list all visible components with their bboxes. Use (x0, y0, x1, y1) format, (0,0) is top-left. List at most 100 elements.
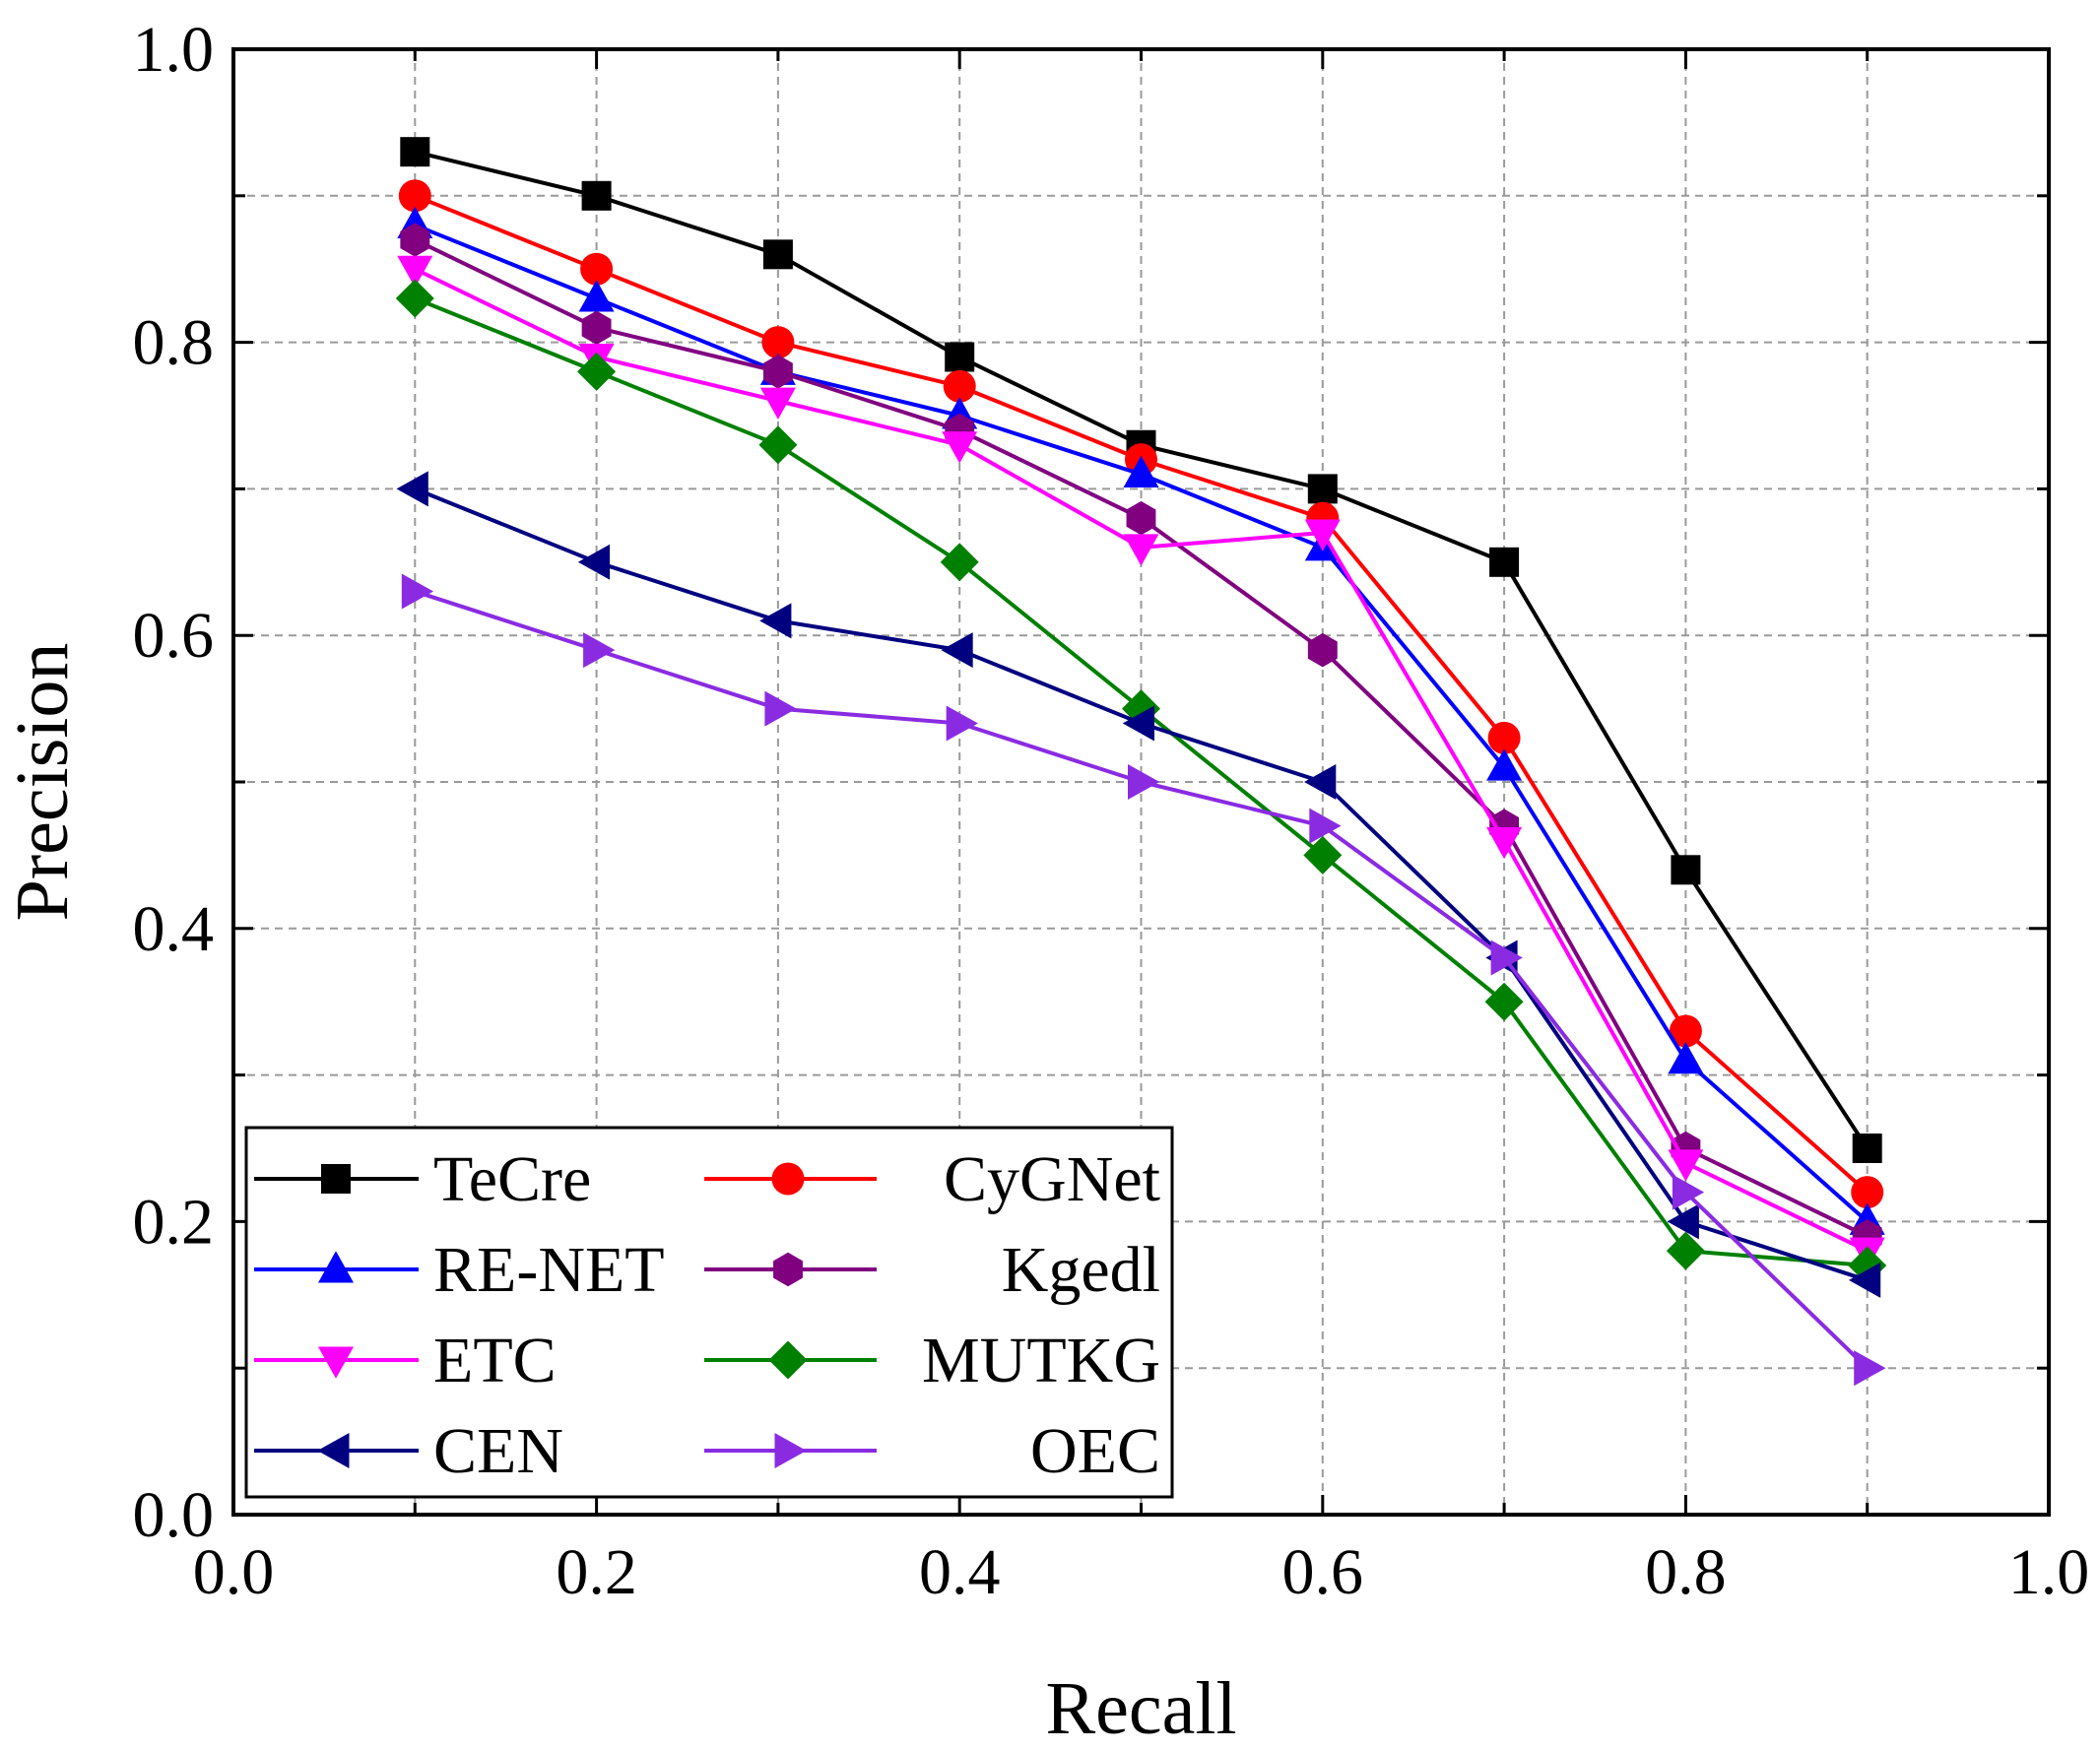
y-tick-label: 1.0 (133, 14, 215, 86)
series-oec (401, 573, 1886, 1387)
data-point-cygnet (1669, 1014, 1702, 1048)
data-point-cygnet (943, 369, 976, 403)
data-point-cygnet (580, 252, 614, 286)
data-point-tecre (1307, 474, 1338, 504)
y-tick-label: 0.6 (133, 600, 215, 672)
legend-item-etc: ETC (254, 1325, 557, 1396)
data-point-oec (1672, 1174, 1705, 1210)
legend-marker (774, 1433, 807, 1468)
legend-label: Kgedl (1002, 1234, 1160, 1306)
legend-item-oec: OEC (704, 1415, 1160, 1487)
data-point-tecre (1489, 547, 1520, 577)
data-point-cen (759, 603, 792, 639)
y-tick-label: 0.2 (133, 1186, 215, 1258)
legend-marker (321, 1164, 351, 1194)
data-point-kgedl (581, 310, 612, 345)
legend-label: ETC (433, 1325, 557, 1396)
data-point-tecre (581, 180, 612, 211)
data-point-etc (397, 255, 433, 288)
data-point-etc (1668, 1149, 1704, 1182)
data-point-oec (1128, 764, 1160, 800)
legend-label: RE-NET (433, 1234, 665, 1306)
plot-frame (231, 47, 2051, 1517)
data-point-cen (1848, 1262, 1881, 1298)
legend-marker (773, 1252, 803, 1287)
data-point-cygnet (1487, 721, 1521, 754)
legend-label: OEC (1030, 1415, 1160, 1487)
data-point-oec (1490, 940, 1523, 976)
data-point-cygnet (761, 326, 795, 359)
data-point-cen (1667, 1203, 1699, 1240)
data-point-cen (396, 471, 428, 507)
data-point-kgedl (400, 223, 430, 257)
data-point-re-net (1486, 748, 1523, 781)
y-axis-title: Precision (1, 643, 84, 922)
data-point-re-net (1668, 1041, 1704, 1074)
data-point-mutkg (1303, 835, 1343, 875)
series-layer (395, 137, 1887, 1387)
y-tick-label: 0.8 (133, 307, 215, 379)
data-point-tecre (945, 342, 975, 372)
data-point-etc (1486, 827, 1523, 860)
data-point-cen (941, 632, 973, 669)
x-axis-ticks: 0.0 0.2 0.4 0.6 0.8 1.0 (193, 49, 2090, 1608)
x-tick-label: 0.0 (193, 1536, 275, 1608)
data-point-cen (577, 544, 611, 580)
series-mutkg (395, 279, 1887, 1285)
data-point-kgedl (762, 355, 793, 389)
legend-item-tecre: TeCre (254, 1143, 591, 1215)
legend-box (244, 1126, 1174, 1499)
data-point-mutkg (1484, 982, 1524, 1021)
data-point-oec (1309, 808, 1342, 844)
data-point-mutkg (1666, 1231, 1705, 1270)
legend-marker (771, 1162, 805, 1196)
legend-marker (318, 1346, 354, 1379)
data-point-cen (1304, 764, 1337, 800)
data-point-tecre (1852, 1134, 1882, 1163)
x-tick-label: 0.6 (1282, 1536, 1364, 1608)
x-tick-label: 0.4 (919, 1536, 1001, 1608)
x-tick-label: 0.8 (1645, 1536, 1727, 1608)
legend-item-re-net: RE-NET (254, 1234, 665, 1306)
data-point-re-net (578, 280, 615, 312)
legend-item-cygnet: CyGNet (704, 1143, 1160, 1215)
data-point-oec (401, 573, 434, 610)
data-point-mutkg (940, 543, 979, 582)
legend-marker (768, 1340, 808, 1380)
data-point-mutkg (758, 425, 798, 465)
y-axis-ticks: 0.0 0.2 0.4 0.6 0.8 1.0 (133, 14, 2049, 1551)
data-point-oec (1854, 1350, 1886, 1387)
data-point-tecre (1671, 855, 1701, 885)
data-point-kgedl (1126, 500, 1156, 536)
data-point-cygnet (398, 179, 431, 213)
data-point-etc (942, 431, 978, 464)
legend-item-kgedl: Kgedl (704, 1234, 1160, 1306)
x-tick-label: 0.2 (556, 1536, 637, 1608)
data-point-oec (583, 632, 616, 669)
legend-item-cen: CEN (254, 1415, 563, 1487)
data-point-re-net (1123, 455, 1159, 488)
x-tick-label: 1.0 (2008, 1536, 2090, 1608)
data-point-etc (1304, 519, 1341, 551)
data-point-tecre (762, 239, 793, 270)
legend-label: CEN (433, 1415, 563, 1487)
legend-marker (317, 1433, 350, 1468)
legend-marker (318, 1251, 354, 1283)
data-point-cygnet (1851, 1176, 1884, 1209)
legend-label: MUTKG (922, 1325, 1160, 1396)
data-point-etc (1123, 534, 1159, 566)
data-point-oec (946, 705, 978, 742)
legend: TeCre CyGNet RE-NET Kgedl ETC MUTKG CEN OEC (244, 1126, 1174, 1499)
data-point-etc (759, 387, 796, 420)
x-axis-title: Recall (1045, 1667, 1236, 1750)
data-point-mutkg (395, 279, 434, 318)
legend-label: TeCre (433, 1143, 591, 1215)
data-point-tecre (400, 137, 430, 167)
data-point-oec (764, 690, 797, 727)
data-point-cen (1122, 705, 1154, 742)
data-point-kgedl (1307, 632, 1338, 668)
legend-item-mutkg: MUTKG (704, 1325, 1160, 1396)
y-tick-label: 0.4 (133, 893, 215, 965)
legend-label: CyGNet (944, 1143, 1160, 1215)
